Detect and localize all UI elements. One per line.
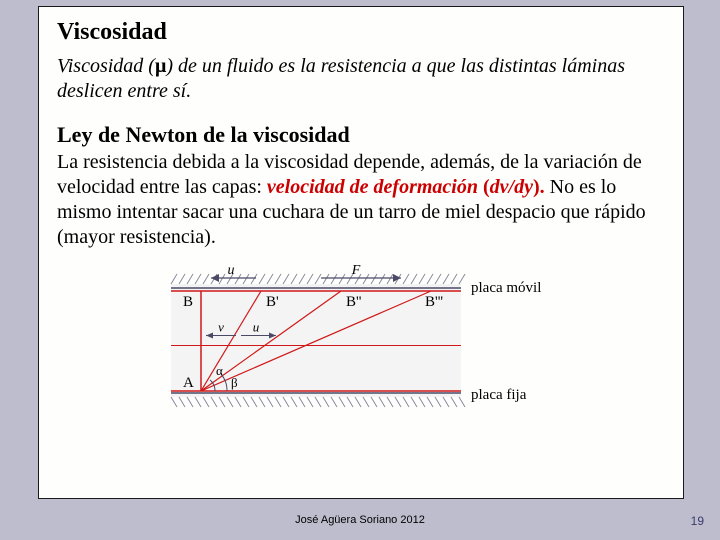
- svg-text:F: F: [351, 263, 361, 278]
- footer-page-number: 19: [691, 514, 704, 528]
- txt: ).: [533, 176, 545, 198]
- svg-text:v: v: [218, 320, 224, 335]
- svg-text:α: α: [216, 363, 223, 378]
- dvdy-term: dv/dy: [490, 176, 533, 198]
- svg-text:B: B: [183, 294, 193, 310]
- svg-text:placa móvil: placa móvil: [471, 280, 541, 296]
- txt: Viscosidad: [57, 55, 148, 77]
- footer: José Agüera Soriano 2012 19: [0, 514, 720, 536]
- mu-symbol: μ: [155, 55, 166, 77]
- svg-text:u: u: [228, 263, 235, 278]
- txt: ): [166, 55, 173, 77]
- svg-text:B': B': [266, 294, 279, 310]
- txt: (: [148, 55, 155, 77]
- svg-text:placa fija: placa fija: [471, 387, 527, 403]
- definition-paragraph: Viscosidad (μ) de un fluido es la resist…: [57, 54, 665, 104]
- txt: (: [478, 176, 490, 198]
- svg-text:u: u: [253, 320, 260, 335]
- content-box: Viscosidad Viscosidad (μ) de un fluido e…: [38, 6, 684, 499]
- shear-flow-diagram: u Fv u αβ B B' B'' B''' Aplaca móvil placa fija: [151, 258, 571, 428]
- svg-text:β: β: [231, 375, 238, 390]
- footer-author: José Agüera Soriano 2012: [0, 514, 720, 526]
- velocidad-deformacion-term: velocidad de defor­mación: [267, 176, 478, 198]
- heading-newton-law: Ley de Newton de la viscosidad: [57, 122, 665, 148]
- diagram-container: u Fv u αβ B B' B'' B''' Aplaca móvil placa fija: [57, 258, 665, 433]
- svg-text:B''': B''': [425, 294, 443, 310]
- svg-text:A: A: [183, 375, 194, 391]
- explanation-paragraph: La resistencia debida a la viscosidad de…: [57, 150, 665, 250]
- heading-viscosidad: Viscosidad: [57, 19, 665, 46]
- svg-text:B'': B'': [346, 294, 362, 310]
